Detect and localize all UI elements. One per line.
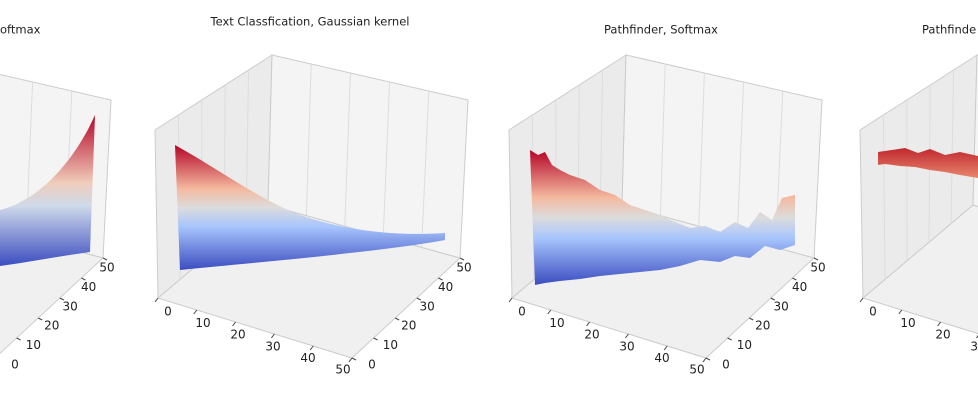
- x-tick: [508, 297, 513, 303]
- x-tick-label: 30: [970, 339, 978, 353]
- x-tick: [625, 333, 629, 339]
- y-tick-label: 20: [44, 319, 59, 333]
- surface: [175, 145, 445, 270]
- chart-title: Pathfinde: [922, 23, 976, 37]
- y-tick-label: 10: [383, 338, 398, 352]
- y-tick: [705, 357, 711, 361]
- y-tick-label: 50: [456, 261, 471, 275]
- x-tick-label: 20: [230, 328, 245, 342]
- y-tick: [59, 297, 65, 301]
- x-tick: [898, 309, 903, 315]
- x-tick: [154, 297, 159, 303]
- y-tick-label: 40: [792, 280, 807, 294]
- y-tick: [81, 277, 86, 281]
- surface: [530, 150, 795, 285]
- surface: [878, 148, 978, 178]
- y-tick-label: 30: [420, 299, 435, 313]
- pane-grid: [421, 90, 430, 248]
- pane-grid: [305, 63, 312, 216]
- x-tick: [547, 309, 552, 315]
- y-tick-label: 10: [737, 338, 752, 352]
- y-tick-label: 10: [26, 338, 41, 352]
- y-tick: [459, 257, 465, 261]
- x-tick: [232, 321, 237, 327]
- panes: [0, 54, 978, 359]
- surface: [0, 115, 95, 266]
- y-tick: [394, 317, 400, 321]
- x-tick: [937, 321, 941, 327]
- y-tick-label: 40: [81, 280, 96, 294]
- y-tick-label: 0: [722, 358, 730, 372]
- y-tick-label: 20: [755, 319, 770, 333]
- y-tick-label: 30: [774, 299, 789, 313]
- y-tick: [351, 357, 357, 361]
- x-tick: [859, 297, 864, 303]
- x-tick-label: 40: [300, 351, 315, 365]
- chart-title: Text Classfication, Gaussian kernel: [210, 15, 410, 29]
- x-tick-label: 30: [619, 339, 634, 353]
- y-tick-label: 30: [63, 299, 78, 313]
- y-tick: [770, 297, 776, 301]
- y-tick: [102, 257, 108, 261]
- x-tick-label: 50: [689, 363, 704, 377]
- y-tick-label: 50: [99, 261, 114, 275]
- x-tick: [348, 357, 353, 363]
- y-tick-label: 50: [810, 261, 825, 275]
- chart-title: Pathfinder, Softmax: [604, 23, 718, 37]
- x-tick-label: 0: [164, 305, 172, 319]
- x-tick: [586, 321, 590, 327]
- pane-grid: [344, 72, 351, 227]
- pane-grid: [659, 63, 666, 216]
- y-tick-label: 0: [11, 358, 19, 372]
- y-tick-label: 0: [368, 358, 376, 372]
- x-tick-label: 10: [900, 316, 915, 330]
- y-tick: [16, 337, 21, 341]
- x-tick-label: 50: [335, 363, 350, 377]
- x-tick-label: 0: [518, 305, 526, 319]
- y-tick: [373, 337, 378, 341]
- y-tick: [438, 277, 443, 281]
- x-tick: [193, 309, 198, 315]
- pane-grid: [736, 81, 745, 237]
- x-tick: [702, 357, 707, 363]
- x-tick-label: 30: [265, 339, 280, 353]
- chart-title: oftmax: [0, 23, 41, 37]
- x-tick: [309, 345, 314, 351]
- y-tick-label: 40: [438, 280, 453, 294]
- pane-grid: [950, 69, 955, 224]
- x-tick: [663, 345, 668, 351]
- pane-grid: [698, 72, 705, 227]
- x-tick-label: 0: [869, 305, 877, 319]
- y-tick: [748, 317, 754, 321]
- x-tick-label: 10: [549, 316, 564, 330]
- x-tick-label: 20: [935, 328, 950, 342]
- y-tick-label: 20: [401, 319, 416, 333]
- y-tick: [37, 317, 43, 321]
- y-tick: [727, 337, 732, 341]
- x-tick-label: 40: [654, 351, 669, 365]
- y-tick: [792, 277, 797, 281]
- y-tick: [813, 257, 819, 261]
- pane-grid: [882, 114, 886, 280]
- x-tick: [270, 333, 275, 339]
- y-tick: [416, 297, 422, 301]
- pane-grid: [382, 81, 391, 237]
- x-tick-label: 10: [195, 316, 210, 330]
- x-tick-label: 20: [584, 328, 599, 342]
